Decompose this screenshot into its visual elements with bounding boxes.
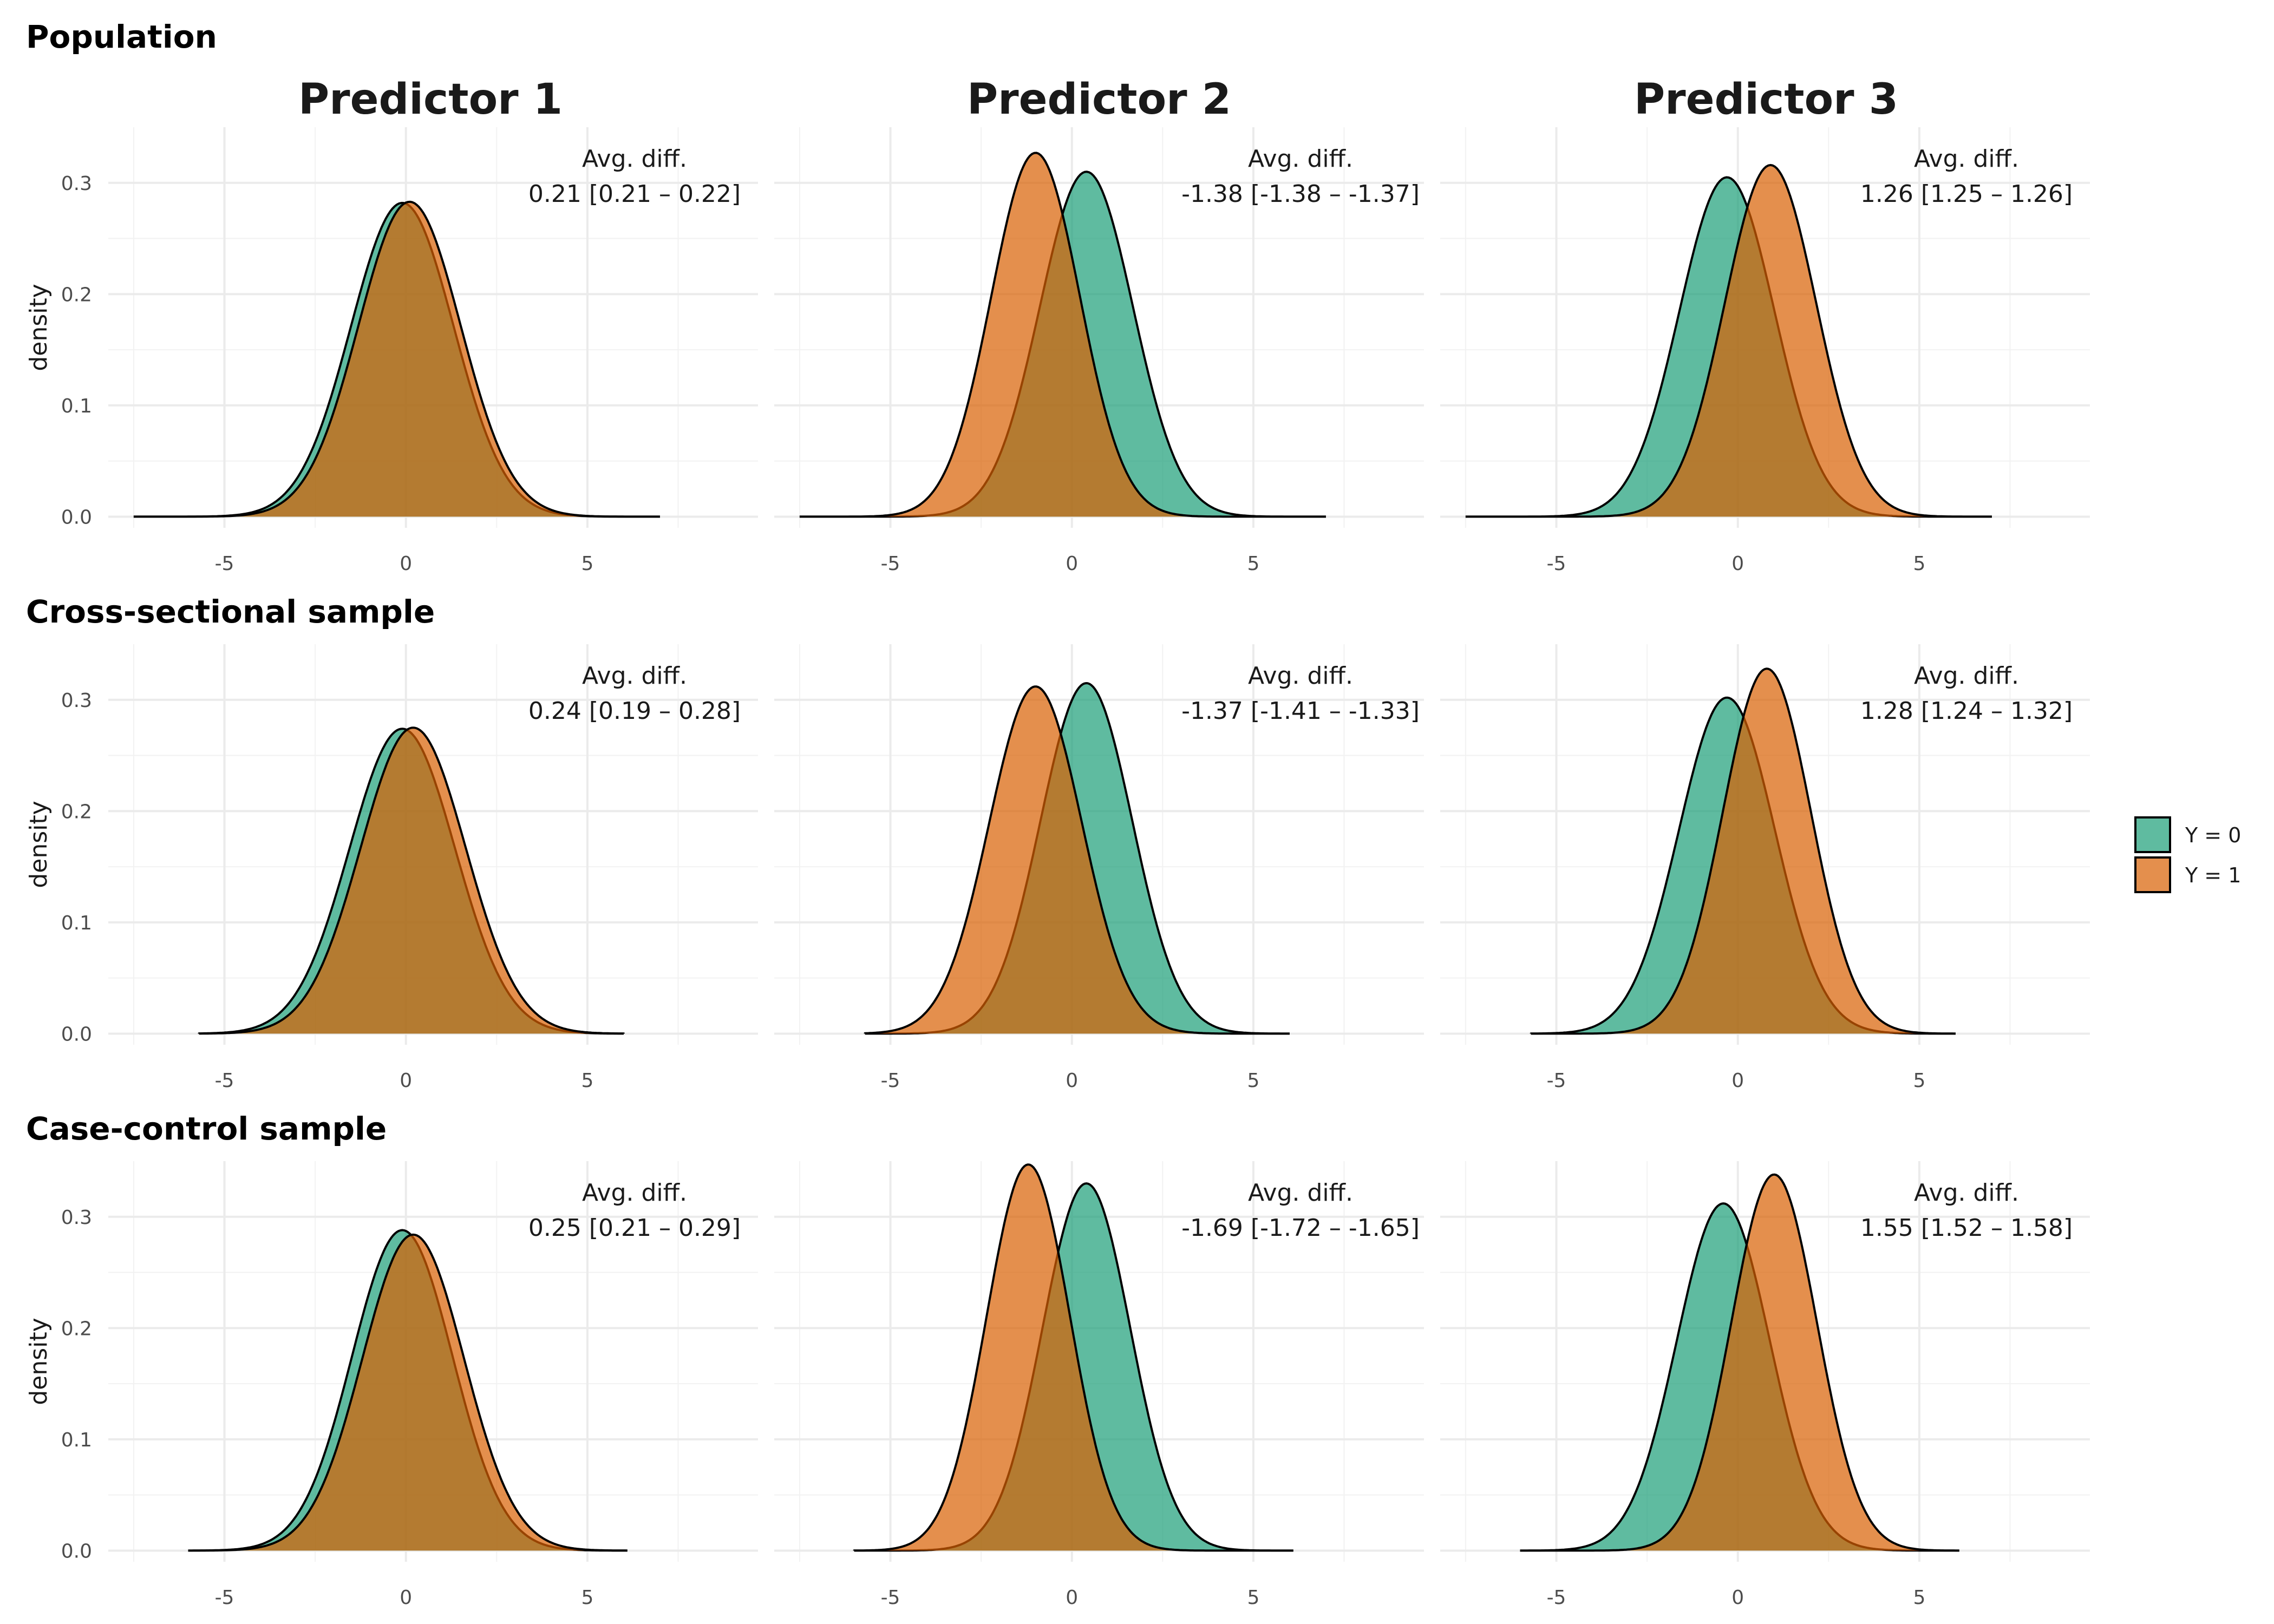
x-tick-label: 0 xyxy=(400,1587,412,1609)
x-tick-label: 0 xyxy=(1731,1587,1744,1609)
avg-diff-title: Avg. diff. xyxy=(1914,1179,2019,1207)
panel-r1-c0: -5 0 5 0.0 0.1 0.2 0.3 density Avg. diff. 0.24 [0… xyxy=(25,644,758,1092)
avg-diff-value: 0.21 [0.21 – 0.22] xyxy=(528,180,741,208)
density-curve-y1 xyxy=(188,1233,628,1552)
avg-diff-value: -1.37 [-1.41 – -1.33] xyxy=(1181,697,1420,725)
panel-r1-c2: -5 0 5 Avg. diff. 1.28 [1.24 – 1.32] xyxy=(1440,644,2090,1092)
legend-key-y0 xyxy=(2134,816,2171,853)
column-title-predictor-2: Predictor 2 xyxy=(967,75,1231,124)
density-panels: -5 0 5 0.0 0.1 0.2 0.3 density Avg. diff. 0.21 [0… xyxy=(25,127,2090,1609)
y-axis-label: density xyxy=(25,1318,53,1405)
density-curve-y1 xyxy=(1520,1173,1959,1552)
avg-diff-title: Avg. diff. xyxy=(1248,662,1353,690)
density-curve-y1 xyxy=(1465,163,1992,518)
x-tick-label: -5 xyxy=(1547,1587,1566,1609)
x-tick-label: 0 xyxy=(1731,553,1744,575)
x-tick-label: 5 xyxy=(1913,553,1925,575)
x-tick-label: -5 xyxy=(215,1587,234,1609)
x-tick-label: 0 xyxy=(400,1070,412,1092)
x-tick-label: -5 xyxy=(881,1070,900,1092)
x-tick-label: 0 xyxy=(1066,1070,1078,1092)
x-tick-label: -5 xyxy=(881,553,900,575)
row-title-case-control: Case-control sample xyxy=(26,1110,387,1147)
avg-diff-value: 0.24 [0.19 – 0.28] xyxy=(528,697,741,725)
density-curve-y1 xyxy=(864,685,1290,1035)
column-titles: Predictor 1 Predictor 2 Predictor 3 xyxy=(298,75,1898,124)
avg-diff-title: Avg. diff. xyxy=(1914,662,2019,690)
y-tick-label: 0.3 xyxy=(61,173,92,195)
y-tick-label: 0.2 xyxy=(61,284,92,306)
column-title-predictor-3: Predictor 3 xyxy=(1634,75,1898,124)
panel-r0-c2: -5 0 5 Avg. diff. 1.26 [1.25 – 1.26] xyxy=(1440,127,2090,575)
x-tick-label: 0 xyxy=(1731,1070,1744,1092)
density-curve-y1 xyxy=(853,1163,1293,1552)
density-curve-y1 xyxy=(133,200,660,518)
y-tick-label: 0.3 xyxy=(61,1207,92,1229)
avg-diff-title: Avg. diff. xyxy=(1248,145,1353,173)
y-tick-label: 0.0 xyxy=(61,1023,92,1045)
panel-r2-c0: -5 0 5 0.0 0.1 0.2 0.3 density Avg. diff. 0.25 [0… xyxy=(25,1161,758,1609)
avg-diff-title: Avg. diff. xyxy=(582,662,687,690)
x-tick-label: 5 xyxy=(581,1587,593,1609)
avg-diff-value: 1.26 [1.25 – 1.26] xyxy=(1860,180,2073,208)
x-tick-label: -5 xyxy=(215,553,234,575)
legend-label-y0: Y = 0 xyxy=(2185,823,2241,847)
panel-r2-c1: -5 0 5 Avg. diff. -1.69 [-1.72 – -1.65] xyxy=(774,1161,1424,1609)
y-tick-label: 0.3 xyxy=(61,690,92,712)
y-tick-label: 0.1 xyxy=(61,1429,92,1451)
row-titles: Population Cross-sectional sample Case-c… xyxy=(26,18,435,1147)
x-tick-label: -5 xyxy=(1547,553,1566,575)
panel-r0-c0: -5 0 5 0.0 0.1 0.2 0.3 density Avg. diff. 0.21 [0… xyxy=(25,127,758,575)
panel-r0-c1: -5 0 5 Avg. diff. -1.38 [-1.38 – -1.37] xyxy=(774,127,1424,575)
y-axis-label: density xyxy=(25,284,53,371)
x-tick-label: 5 xyxy=(581,1070,593,1092)
avg-diff-value: 1.28 [1.24 – 1.32] xyxy=(1860,697,2073,725)
x-tick-label: 0 xyxy=(1066,553,1078,575)
avg-diff-title: Avg. diff. xyxy=(1248,1179,1353,1207)
x-tick-label: 5 xyxy=(1247,1070,1259,1092)
x-tick-label: -5 xyxy=(215,1070,234,1092)
y-tick-label: 0.2 xyxy=(61,801,92,823)
panel-r1-c1: -5 0 5 Avg. diff. -1.37 [-1.41 – -1.33] xyxy=(774,644,1424,1092)
avg-diff-title: Avg. diff. xyxy=(582,145,687,173)
y-axis-label: density xyxy=(25,801,53,888)
x-tick-label: 5 xyxy=(1913,1070,1925,1092)
density-curve-y1 xyxy=(198,726,625,1035)
avg-diff-value: 0.25 [0.21 – 0.29] xyxy=(528,1214,741,1242)
avg-diff-title: Avg. diff. xyxy=(1914,145,2019,173)
x-tick-label: -5 xyxy=(1547,1070,1566,1092)
y-tick-label: 0.0 xyxy=(61,506,92,528)
x-tick-label: 5 xyxy=(581,553,593,575)
legend-label-y1: Y = 1 xyxy=(2185,863,2241,887)
density-curve-y1 xyxy=(799,152,1326,518)
avg-diff-value: -1.38 [-1.38 – -1.37] xyxy=(1181,180,1420,208)
legend: Y = 0 Y = 1 xyxy=(2134,816,2241,893)
x-tick-label: 5 xyxy=(1247,1587,1259,1609)
avg-diff-value: 1.55 [1.52 – 1.58] xyxy=(1860,1214,2073,1242)
x-tick-label: 5 xyxy=(1247,553,1259,575)
x-tick-label: 5 xyxy=(1913,1587,1925,1609)
x-tick-label: -5 xyxy=(881,1587,900,1609)
row-title-cross-sectional: Cross-sectional sample xyxy=(26,593,435,630)
avg-diff-value: -1.69 [-1.72 – -1.65] xyxy=(1181,1214,1420,1242)
y-tick-label: 0.0 xyxy=(61,1540,92,1562)
x-tick-label: 0 xyxy=(1066,1587,1078,1609)
y-tick-label: 0.1 xyxy=(61,395,92,417)
column-title-predictor-1: Predictor 1 xyxy=(298,75,563,124)
legend-key-y1 xyxy=(2134,856,2171,893)
row-title-population: Population xyxy=(26,18,217,55)
density-curve-y1 xyxy=(1531,667,1956,1035)
y-tick-label: 0.2 xyxy=(61,1318,92,1340)
panel-r2-c2: -5 0 5 Avg. diff. 1.55 [1.52 – 1.58] xyxy=(1440,1161,2090,1609)
avg-diff-title: Avg. diff. xyxy=(582,1179,687,1207)
y-tick-label: 0.1 xyxy=(61,912,92,934)
x-tick-label: 0 xyxy=(400,553,412,575)
